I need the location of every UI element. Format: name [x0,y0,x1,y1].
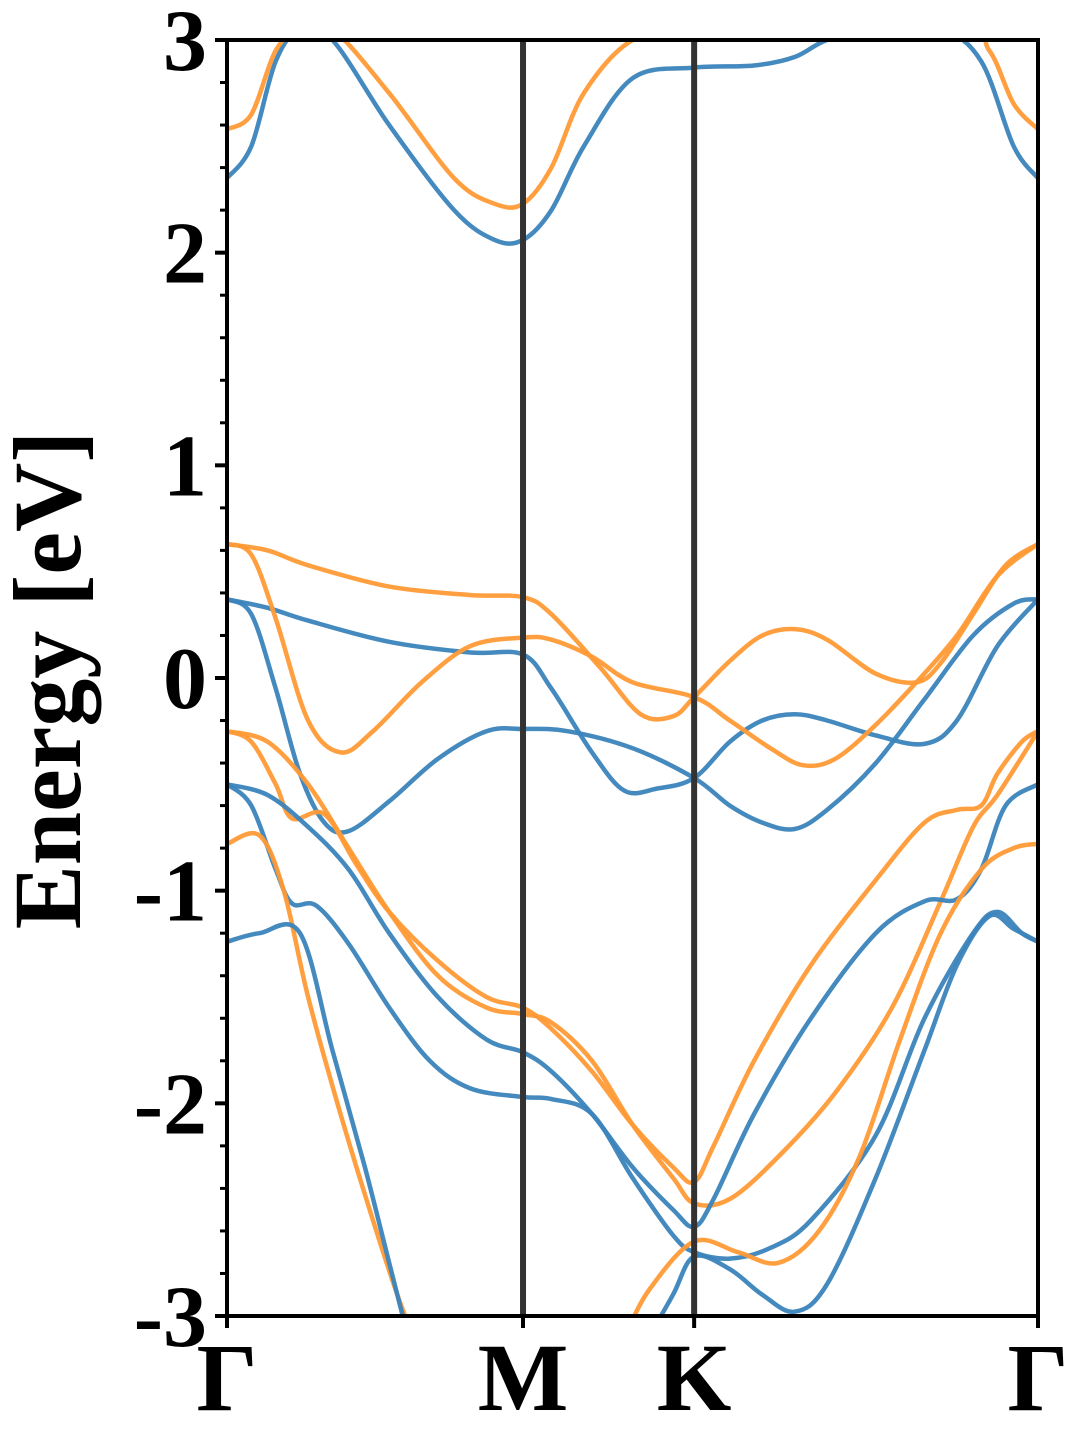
band-line-blue-11 [227,922,406,1316]
band-line-blue-8 [227,782,1038,1230]
y-tick-label: 2 [163,206,207,303]
band-line-blue-5 [227,597,1038,835]
x-tick-label: Γ [1007,1324,1068,1431]
band-line-orange-2 [227,541,1038,722]
y-tick-label: 1 [163,418,207,515]
y-tick-label: -1 [134,844,207,941]
y-tick-label: 3 [163,0,207,90]
x-tick-label: K [657,1324,732,1431]
y-axis-title: Energy [eV] [0,431,101,930]
x-tick-label: Γ [196,1324,257,1431]
band-line-blue-0 [227,40,1038,246]
band-line-blue-3 [227,597,1038,796]
y-tick-label: -2 [134,1056,207,1153]
kpoint-vertical-lines [520,40,698,1316]
y-tick-label: 0 [163,631,207,728]
series-layer [227,40,1038,1316]
band-line-orange-1 [227,40,1038,210]
x-tick-label: M [478,1324,569,1431]
band-line-orange-7 [227,728,1038,1208]
band-line-orange-4 [227,541,1038,769]
y-tick-label: -3 [134,1269,207,1366]
band-line-blue-9 [227,782,1038,1261]
band-line-blue-13 [658,912,1038,1316]
